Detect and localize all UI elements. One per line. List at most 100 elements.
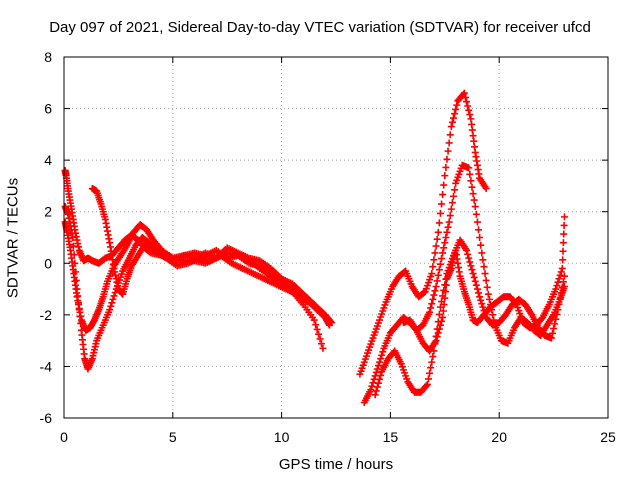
data-point — [448, 118, 456, 126]
data-point — [473, 285, 481, 293]
data-point — [466, 111, 474, 119]
data-point — [377, 355, 385, 363]
data-point — [461, 93, 469, 101]
data-point — [374, 379, 382, 387]
data-point — [559, 239, 567, 247]
data-point — [477, 296, 485, 304]
data-point — [435, 325, 443, 333]
series-track-h — [399, 213, 568, 355]
data-point — [110, 292, 118, 300]
data-point — [438, 200, 446, 208]
data-point — [482, 276, 490, 284]
data-point — [560, 221, 568, 229]
data-point — [469, 270, 477, 278]
data-point — [440, 244, 448, 252]
data-point — [451, 186, 459, 194]
data-point — [464, 250, 472, 258]
data-point — [450, 114, 458, 122]
data-point — [377, 371, 385, 379]
x-tick-label: 10 — [274, 429, 290, 445]
data-point — [424, 375, 432, 383]
data-point — [552, 285, 560, 293]
data-point — [434, 271, 442, 279]
data-point — [464, 102, 472, 110]
data-point — [316, 335, 324, 343]
x-axis-label: GPS time / hours — [278, 456, 394, 473]
data-point — [432, 242, 440, 250]
data-point — [430, 256, 438, 264]
data-point — [468, 183, 476, 191]
axis-ticks: 0 5 10 15 20 25 -6 -4 -2 0 2 4 6 8 — [40, 49, 616, 445]
x-tick-label: 25 — [600, 429, 616, 445]
data-point — [372, 368, 380, 376]
data-point — [70, 251, 78, 259]
data-point — [556, 295, 564, 303]
data-point — [560, 213, 568, 221]
y-tick-label: 4 — [44, 152, 52, 168]
data-point — [447, 123, 455, 131]
data-point — [428, 300, 436, 308]
data-point — [69, 234, 77, 241]
data-point — [441, 172, 449, 180]
y-tick-label: 6 — [44, 101, 52, 117]
data-point — [467, 177, 475, 185]
data-point — [427, 304, 435, 312]
data-point — [368, 382, 376, 390]
series-track-e — [356, 89, 490, 378]
data-point — [557, 289, 565, 297]
data-point — [472, 210, 480, 218]
data-point — [445, 218, 453, 226]
data-point — [440, 301, 448, 309]
data-point — [436, 321, 444, 329]
data-point — [69, 242, 77, 250]
data-point — [436, 260, 444, 268]
data-point — [479, 303, 487, 311]
plot-frame — [63, 56, 609, 419]
data-point — [442, 234, 450, 241]
data-point — [71, 259, 79, 267]
data-point — [432, 282, 440, 290]
data-point — [553, 310, 561, 318]
data-point — [553, 282, 561, 290]
y-tick-label: -2 — [40, 307, 53, 323]
data-point — [426, 369, 434, 377]
data-point — [460, 89, 468, 97]
data-point — [423, 380, 431, 388]
data-point — [440, 181, 448, 189]
data-point — [436, 303, 444, 311]
data-point — [436, 209, 444, 217]
data-point — [463, 98, 471, 106]
data-point — [468, 266, 476, 274]
data-point — [106, 306, 114, 314]
data-point — [559, 247, 567, 255]
data-point — [313, 325, 321, 333]
data-point — [107, 302, 115, 310]
data-point — [439, 307, 447, 315]
data-point — [549, 329, 557, 337]
data-point — [435, 266, 443, 274]
data-point — [477, 241, 485, 249]
data-point — [77, 319, 85, 327]
y-axis-label: SDTVAR / TECUs — [4, 177, 22, 299]
data-point — [552, 315, 560, 323]
data-point — [465, 106, 473, 114]
data-point — [489, 311, 497, 319]
data-point — [476, 234, 484, 241]
data-point — [441, 239, 449, 247]
data-point — [75, 299, 83, 307]
data-point — [75, 306, 83, 314]
data-point — [560, 230, 568, 238]
data-point — [442, 281, 450, 289]
data-point — [434, 329, 442, 337]
data-point — [443, 155, 451, 163]
y-tick-label: -6 — [40, 410, 53, 426]
data-point — [429, 353, 437, 361]
data-point — [485, 295, 493, 303]
data-point — [512, 299, 520, 307]
x-tick-label: 15 — [383, 429, 399, 445]
data-point — [450, 192, 458, 200]
data-point — [478, 300, 486, 308]
data-point — [431, 287, 439, 295]
data-points — [61, 89, 568, 407]
